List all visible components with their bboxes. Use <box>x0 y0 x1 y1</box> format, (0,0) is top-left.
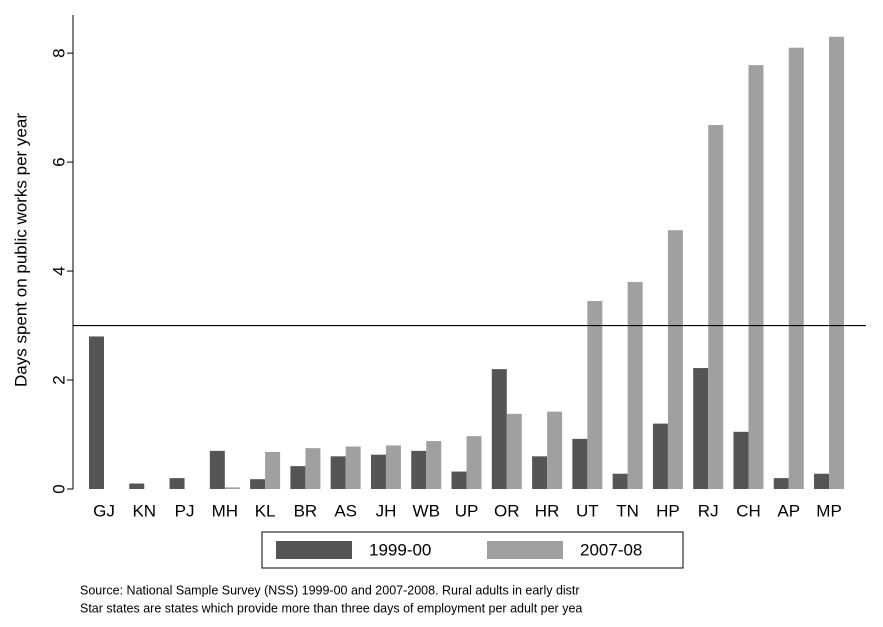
bar <box>814 473 830 489</box>
y-tick-label: 2 <box>49 375 68 384</box>
bar <box>547 411 563 489</box>
y-tick-label: 4 <box>49 266 68 275</box>
bar <box>627 281 643 489</box>
x-tick-label: UT <box>576 501 599 520</box>
bar <box>667 230 683 489</box>
x-tick-label: CH <box>736 501 761 520</box>
x-tick-label: PJ <box>175 501 195 520</box>
source-note: Source: National Sample Survey (NSS) 199… <box>80 583 580 597</box>
bar <box>733 431 749 489</box>
legend-box <box>261 531 684 569</box>
bar <box>506 413 522 489</box>
x-tick-label: AP <box>777 501 800 520</box>
x-tick-label: MP <box>816 501 842 520</box>
bar <box>224 487 240 489</box>
bar <box>370 454 386 489</box>
bar <box>466 436 482 489</box>
bar <box>250 479 266 489</box>
x-tick-label: HR <box>535 501 560 520</box>
x-tick-label: OR <box>494 501 520 520</box>
y-tick-label: 6 <box>49 157 68 166</box>
legend-label: 1999-00 <box>369 540 431 559</box>
bar <box>829 36 845 490</box>
bar <box>788 47 804 489</box>
x-tick-label: GJ <box>93 501 115 520</box>
bar <box>572 438 588 489</box>
bar <box>345 446 361 489</box>
bar <box>305 448 321 489</box>
bar <box>89 336 104 489</box>
bar <box>708 125 724 489</box>
y-tick-label: 0 <box>49 484 68 493</box>
star-note: Star states are states which provide mor… <box>80 601 582 615</box>
bar <box>129 483 145 489</box>
x-tick-label: HP <box>656 501 680 520</box>
x-tick-label: AS <box>334 501 357 520</box>
y-axis-label: Days spent on public works per year <box>11 113 30 387</box>
bar <box>290 466 306 489</box>
bar <box>330 456 346 489</box>
x-tick-label: UP <box>455 501 479 520</box>
legend-swatch <box>487 541 563 559</box>
bar <box>451 471 467 489</box>
x-tick-label: TN <box>616 501 639 520</box>
bar <box>532 456 548 489</box>
legend-label: 2007-08 <box>580 540 642 559</box>
bar <box>411 450 427 489</box>
x-tick-label: RJ <box>698 501 719 520</box>
bar <box>652 423 668 489</box>
y-tick-label: 8 <box>49 48 68 57</box>
legend-swatch <box>276 541 352 559</box>
bar <box>385 445 401 489</box>
bar <box>693 368 709 489</box>
bar <box>169 478 185 489</box>
x-tick-label: JH <box>376 501 397 520</box>
bar <box>612 473 628 489</box>
x-tick-label: WB <box>413 501 440 520</box>
bar <box>209 450 225 489</box>
x-tick-label: MH <box>212 501 238 520</box>
bar <box>748 65 764 489</box>
x-tick-label: KL <box>255 501 276 520</box>
bar <box>773 478 789 489</box>
bar <box>426 441 442 489</box>
bar <box>265 451 281 489</box>
x-tick-label: BR <box>294 501 318 520</box>
x-tick-label: KN <box>132 501 156 520</box>
bar <box>491 369 507 489</box>
bar <box>587 301 603 489</box>
